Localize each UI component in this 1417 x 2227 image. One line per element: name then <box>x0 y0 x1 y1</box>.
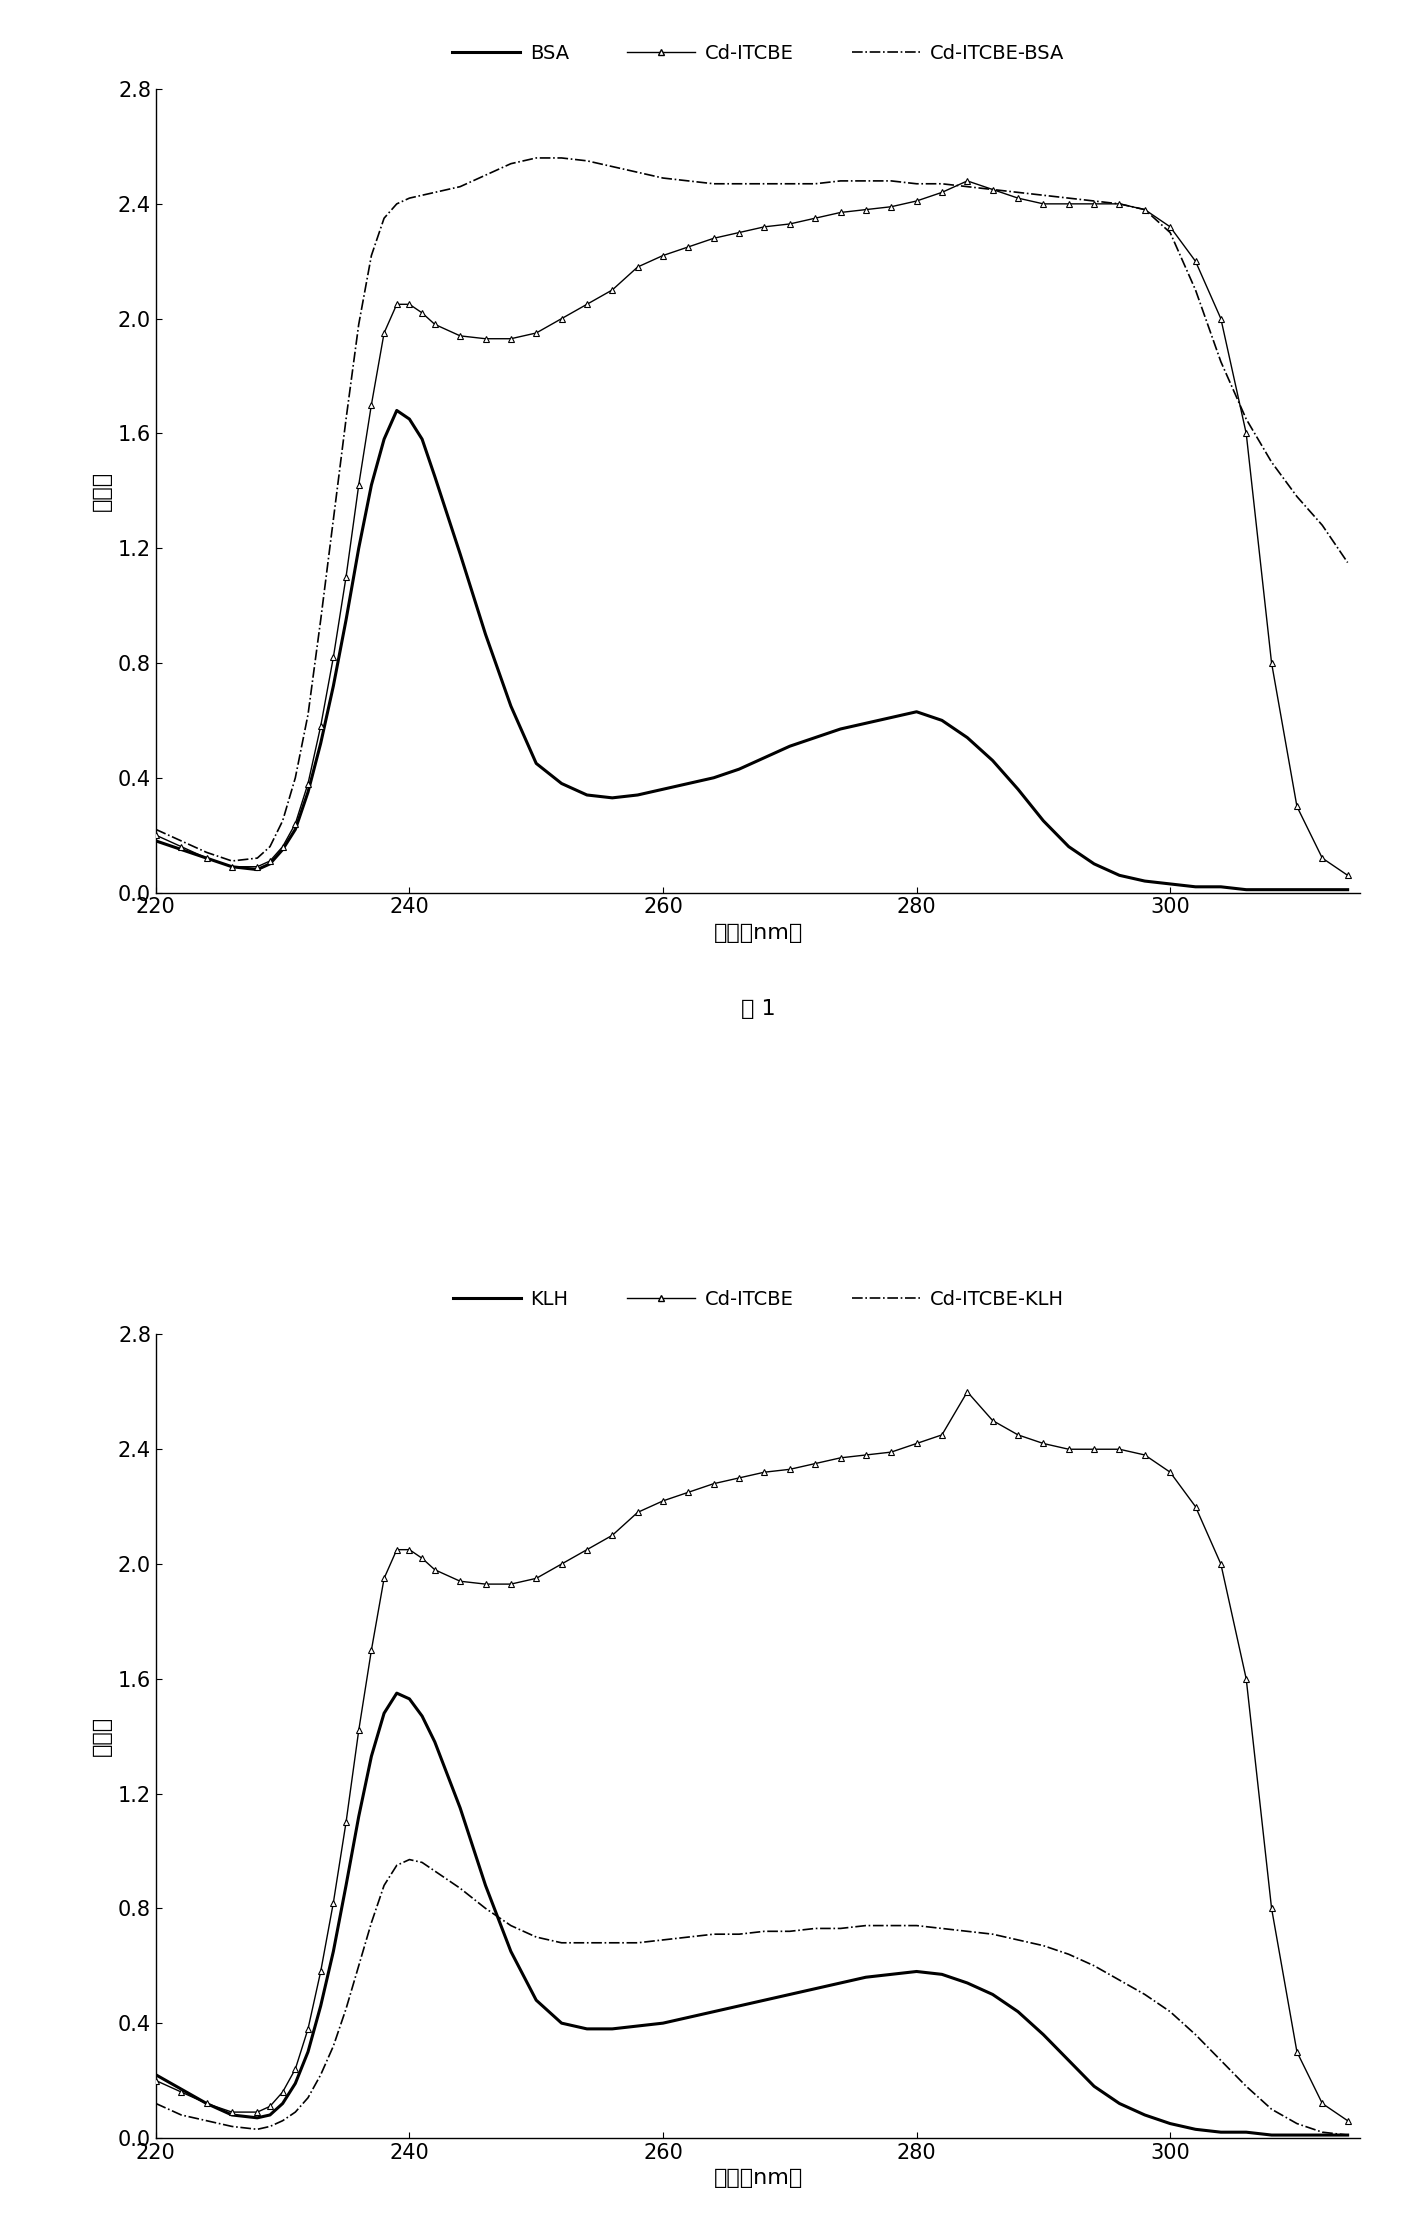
Y-axis label: 吸光度: 吸光度 <box>92 1717 112 1757</box>
Legend: KLH, Cd-ITCBE, Cd-ITCBE-KLH: KLH, Cd-ITCBE, Cd-ITCBE-KLH <box>452 1289 1064 1309</box>
X-axis label: 波长（nm）: 波长（nm） <box>714 922 802 942</box>
Text: 图 1: 图 1 <box>741 1000 775 1020</box>
X-axis label: 波长（nm）: 波长（nm） <box>714 2169 802 2189</box>
Legend: BSA, Cd-ITCBE, Cd-ITCBE-BSA: BSA, Cd-ITCBE, Cd-ITCBE-BSA <box>452 45 1064 62</box>
Y-axis label: 吸光度: 吸光度 <box>92 470 112 510</box>
